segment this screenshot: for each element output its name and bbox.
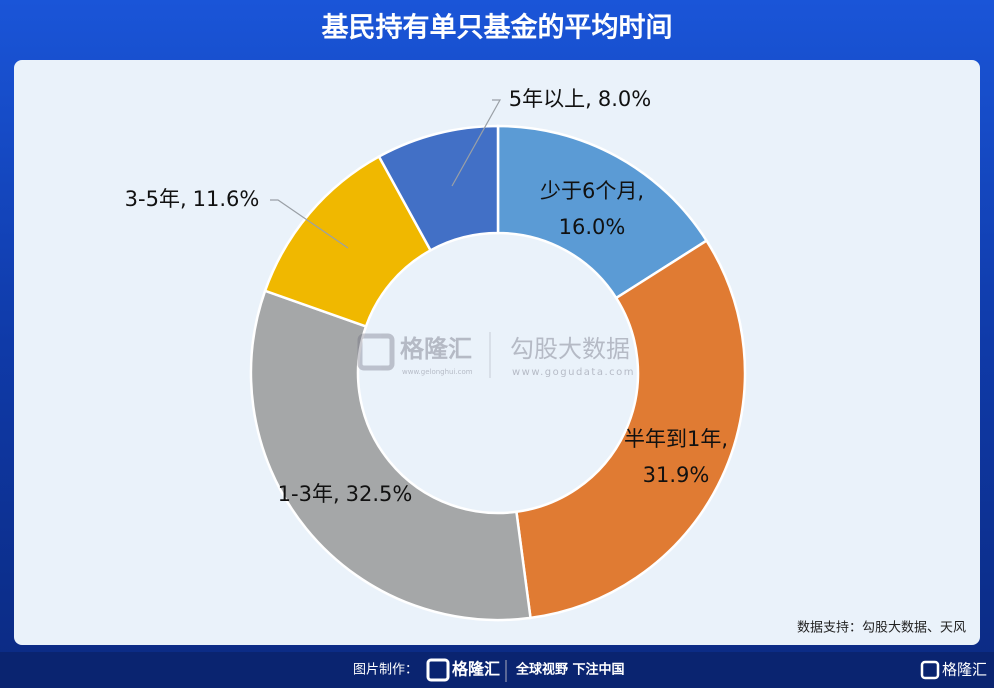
- footer-band: [0, 652, 994, 688]
- source: 数据支持：勾股大数据、天风: [797, 621, 966, 636]
- watermark-url: www.gelonghui.com: [402, 368, 473, 376]
- label-value: 32.5%: [346, 482, 413, 506]
- panel: [14, 60, 980, 645]
- label-separator: ,: [637, 179, 644, 203]
- chart-title: 基民持有单只基金的平均时间: [322, 12, 673, 44]
- data-label: 少于6个月, 16.0%: [540, 179, 644, 239]
- label-value: 8.0%: [598, 87, 651, 111]
- footer-logo: [426, 658, 450, 682]
- label-category: 5年以上: [509, 87, 585, 111]
- slice: [249, 289, 532, 622]
- label-separator: ,: [721, 427, 728, 451]
- data-label: 1-3年, 32.5%: [278, 482, 413, 506]
- label-value: 31.9%: [643, 463, 710, 487]
- footer-brand: 格隆汇: [452, 660, 500, 679]
- corner-logo: [920, 660, 940, 680]
- label-category: 3-5年: [125, 187, 180, 211]
- label-separator: ,: [180, 187, 187, 211]
- label-value: 11.6%: [193, 187, 260, 211]
- watermark-partner-url: www.gogudata.com: [512, 367, 635, 378]
- label-category: 半年到1年: [624, 427, 721, 451]
- watermark-logo: [357, 333, 395, 371]
- corner-brand: 格隆汇: [942, 661, 987, 679]
- data-label: 3-5年, 11.6%: [125, 187, 260, 211]
- leader-line: [270, 199, 349, 249]
- footer-slogan: 全球视野 下注中国: [515, 662, 625, 678]
- watermark-partner: 勾股大数据: [510, 335, 630, 363]
- label-category: 1-3年: [278, 482, 333, 506]
- watermark: 格隆汇 www.gelonghui.com 勾股大数据 www.gogudata…: [357, 332, 635, 378]
- slice: [515, 238, 747, 620]
- watermark-brand: 格隆汇: [400, 335, 472, 363]
- leader-line: [451, 99, 502, 187]
- label-separator: ,: [585, 87, 592, 111]
- footer-made-by: 图片制作：: [353, 663, 418, 678]
- data-label: 5年以上, 8.0%: [509, 87, 651, 111]
- label-value: 16.0%: [559, 215, 626, 239]
- label-separator: ,: [333, 482, 340, 506]
- label-category: 少于6个月: [540, 179, 637, 203]
- data-label: 半年到1年, 31.9%: [624, 427, 728, 487]
